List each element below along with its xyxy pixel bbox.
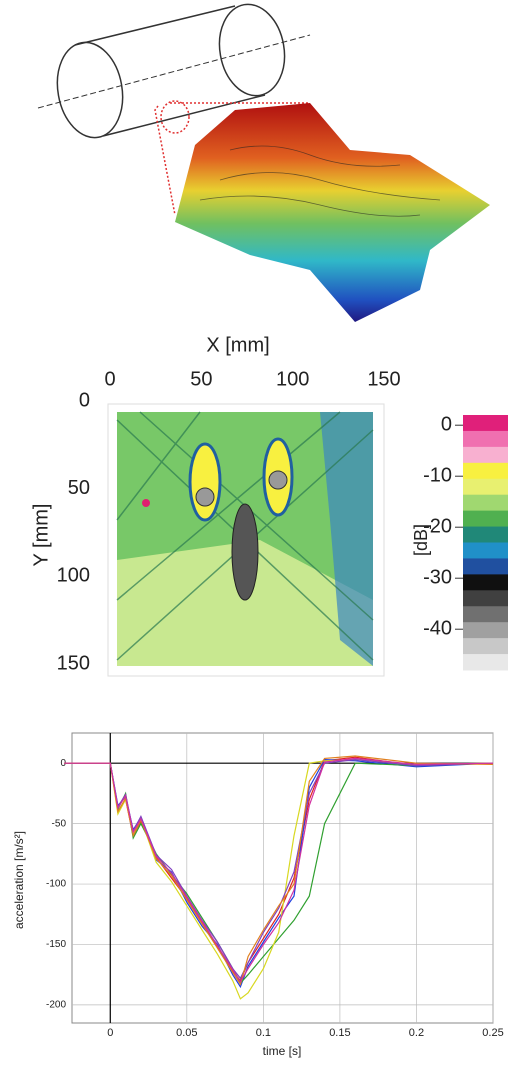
colorbar-swatch [463,542,508,559]
x-tick-label: 0.25 [482,1027,503,1039]
plot-area [71,732,494,1024]
x-tick-label: 0.2 [409,1027,424,1039]
colorbar-swatch [463,526,508,543]
colorbar-label: [dB] [411,524,431,556]
colorbar-swatch [463,478,508,496]
colorbar-swatch [463,494,508,512]
y-tick-label: 50 [68,477,90,499]
x-tick-label: 0.15 [329,1027,350,1039]
series-line [64,755,494,986]
colorbar-swatch [463,590,508,607]
c-scan-image [107,403,385,677]
x-tick-label: 50 [190,368,212,390]
x-tick-label: 100 [276,368,309,390]
colorbar-swatch [463,654,508,671]
x-tick-label: 0.05 [176,1027,197,1039]
x-tick-label: 0.1 [256,1027,271,1039]
y-tick-label: -150 [46,939,66,950]
colorbar-tick-label: -10 [423,464,452,486]
x-axis-label: X [mm] [206,334,269,356]
y-tick-label: -200 [46,1000,66,1011]
y-tick-label: -50 [52,818,67,829]
colorbar-swatch [463,638,508,655]
colorbar-swatch [463,462,508,480]
illustration [37,3,490,322]
colorbar-swatch [463,574,508,591]
colorbar-swatch [463,430,508,448]
colorbar-tick-label: -30 [423,566,452,588]
x-tick-label: 0 [104,368,115,390]
colorbar-swatch [463,606,508,623]
y-tick-label: -100 [46,879,66,890]
y-tick-label: 100 [57,565,90,587]
y-tick-label: 0 [79,389,90,411]
colorbar-swatch [463,446,508,464]
colorbar-tick-label: -40 [423,617,452,639]
colorbar-tick-label: 0 [441,413,452,435]
colorbar-swatch [463,558,508,575]
x-tick-label: 150 [367,368,400,390]
series-line [64,757,494,984]
y-tick-label: 0 [60,758,66,769]
x-axis-label: time [s] [263,1044,302,1058]
colorbar-tick-label: -20 [423,515,452,537]
y-axis-label: Y [mm] [30,504,52,567]
colorbar-swatch [463,415,508,432]
x-tick-label: 0 [107,1027,113,1039]
y-tick-label: 150 [57,652,90,674]
y-axis-label: acceleration [m/s²] [12,831,26,929]
colorbar-swatch [463,510,508,528]
colorbar-swatch [463,622,508,639]
